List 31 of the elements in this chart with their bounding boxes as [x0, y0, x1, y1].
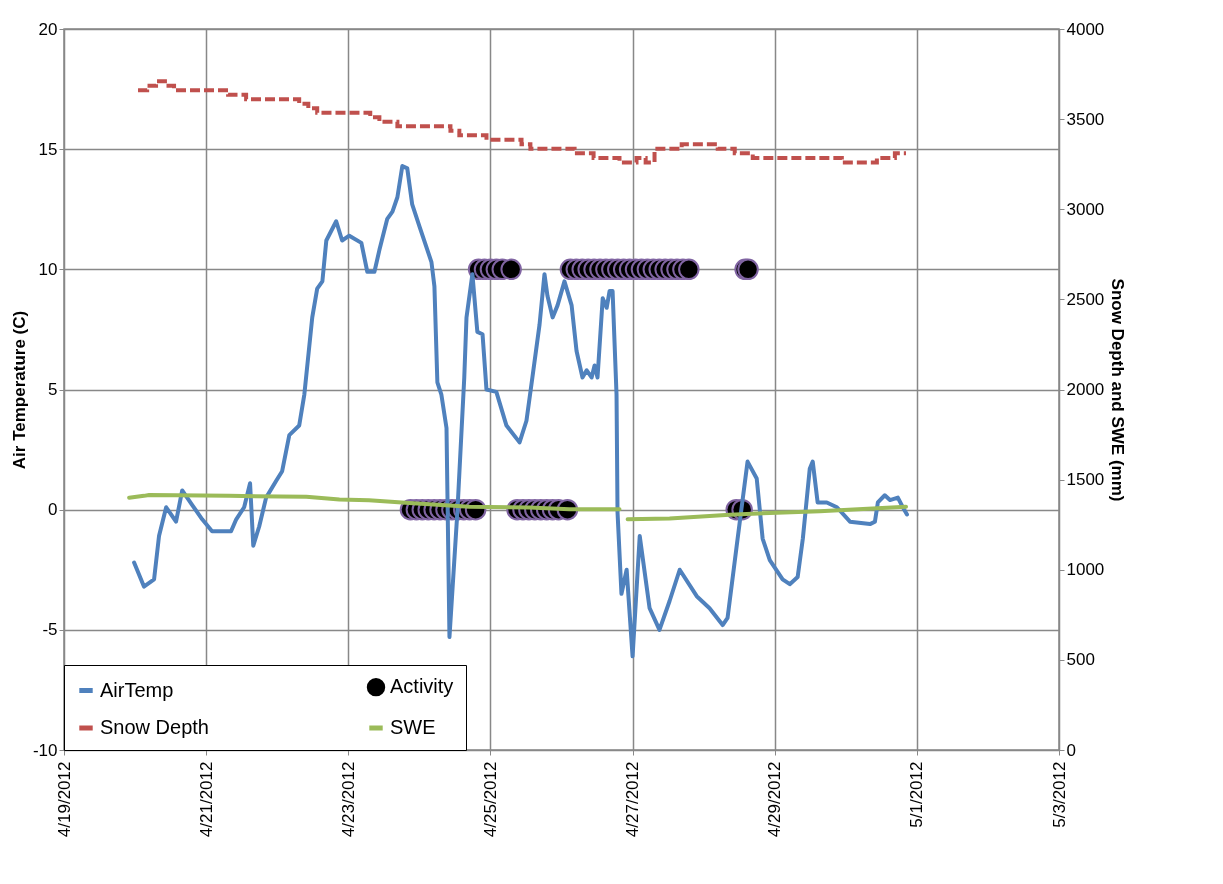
y-tick-label: 10: [38, 259, 58, 279]
x-tick-label: 4/19/2012: [54, 761, 74, 838]
y2-tick-label: 4000: [1066, 19, 1105, 39]
y2-tick-label: 3500: [1066, 109, 1105, 129]
x-tick-label: 4/23/2012: [338, 761, 358, 838]
y-tick-label: 15: [38, 139, 58, 159]
x-tick-label: 4/25/2012: [480, 761, 500, 838]
y2-tick-label: 1000: [1066, 560, 1105, 580]
x-tick-label: 4/29/2012: [765, 761, 785, 838]
x-tick-label: 5/1/2012: [907, 761, 927, 828]
y-tick-label: -5: [42, 620, 58, 640]
y2-tick-label: 1500: [1066, 470, 1105, 490]
legend-label: AirTemp: [100, 678, 174, 701]
y-tick-label: 0: [48, 500, 58, 520]
y2-tick-label: 2500: [1066, 289, 1105, 309]
legend-label: Activity: [390, 675, 454, 698]
y-tick-label: 5: [48, 380, 58, 399]
y-tick-label: -10: [32, 740, 58, 760]
y2-tick-label: 0: [1066, 740, 1076, 760]
y2-tick-label: 2000: [1066, 380, 1105, 399]
legend-label: SWE: [390, 716, 436, 738]
x-tick-label: 4/27/2012: [623, 761, 643, 838]
y2-tick-label: 3000: [1066, 199, 1105, 219]
y2-axis-title: Snow Depth and SWE (mm): [1108, 278, 1128, 502]
line-series: [132, 163, 909, 659]
legend-label: Snow Depth: [100, 716, 209, 738]
x-tick-label: 5/3/2012: [1049, 761, 1069, 828]
x-tick-label: 4/21/2012: [196, 761, 216, 838]
y-tick-label: 20: [38, 19, 58, 39]
y-axis-title: Air Temperature (C): [9, 310, 29, 470]
y2-tick-label: 500: [1066, 650, 1095, 670]
